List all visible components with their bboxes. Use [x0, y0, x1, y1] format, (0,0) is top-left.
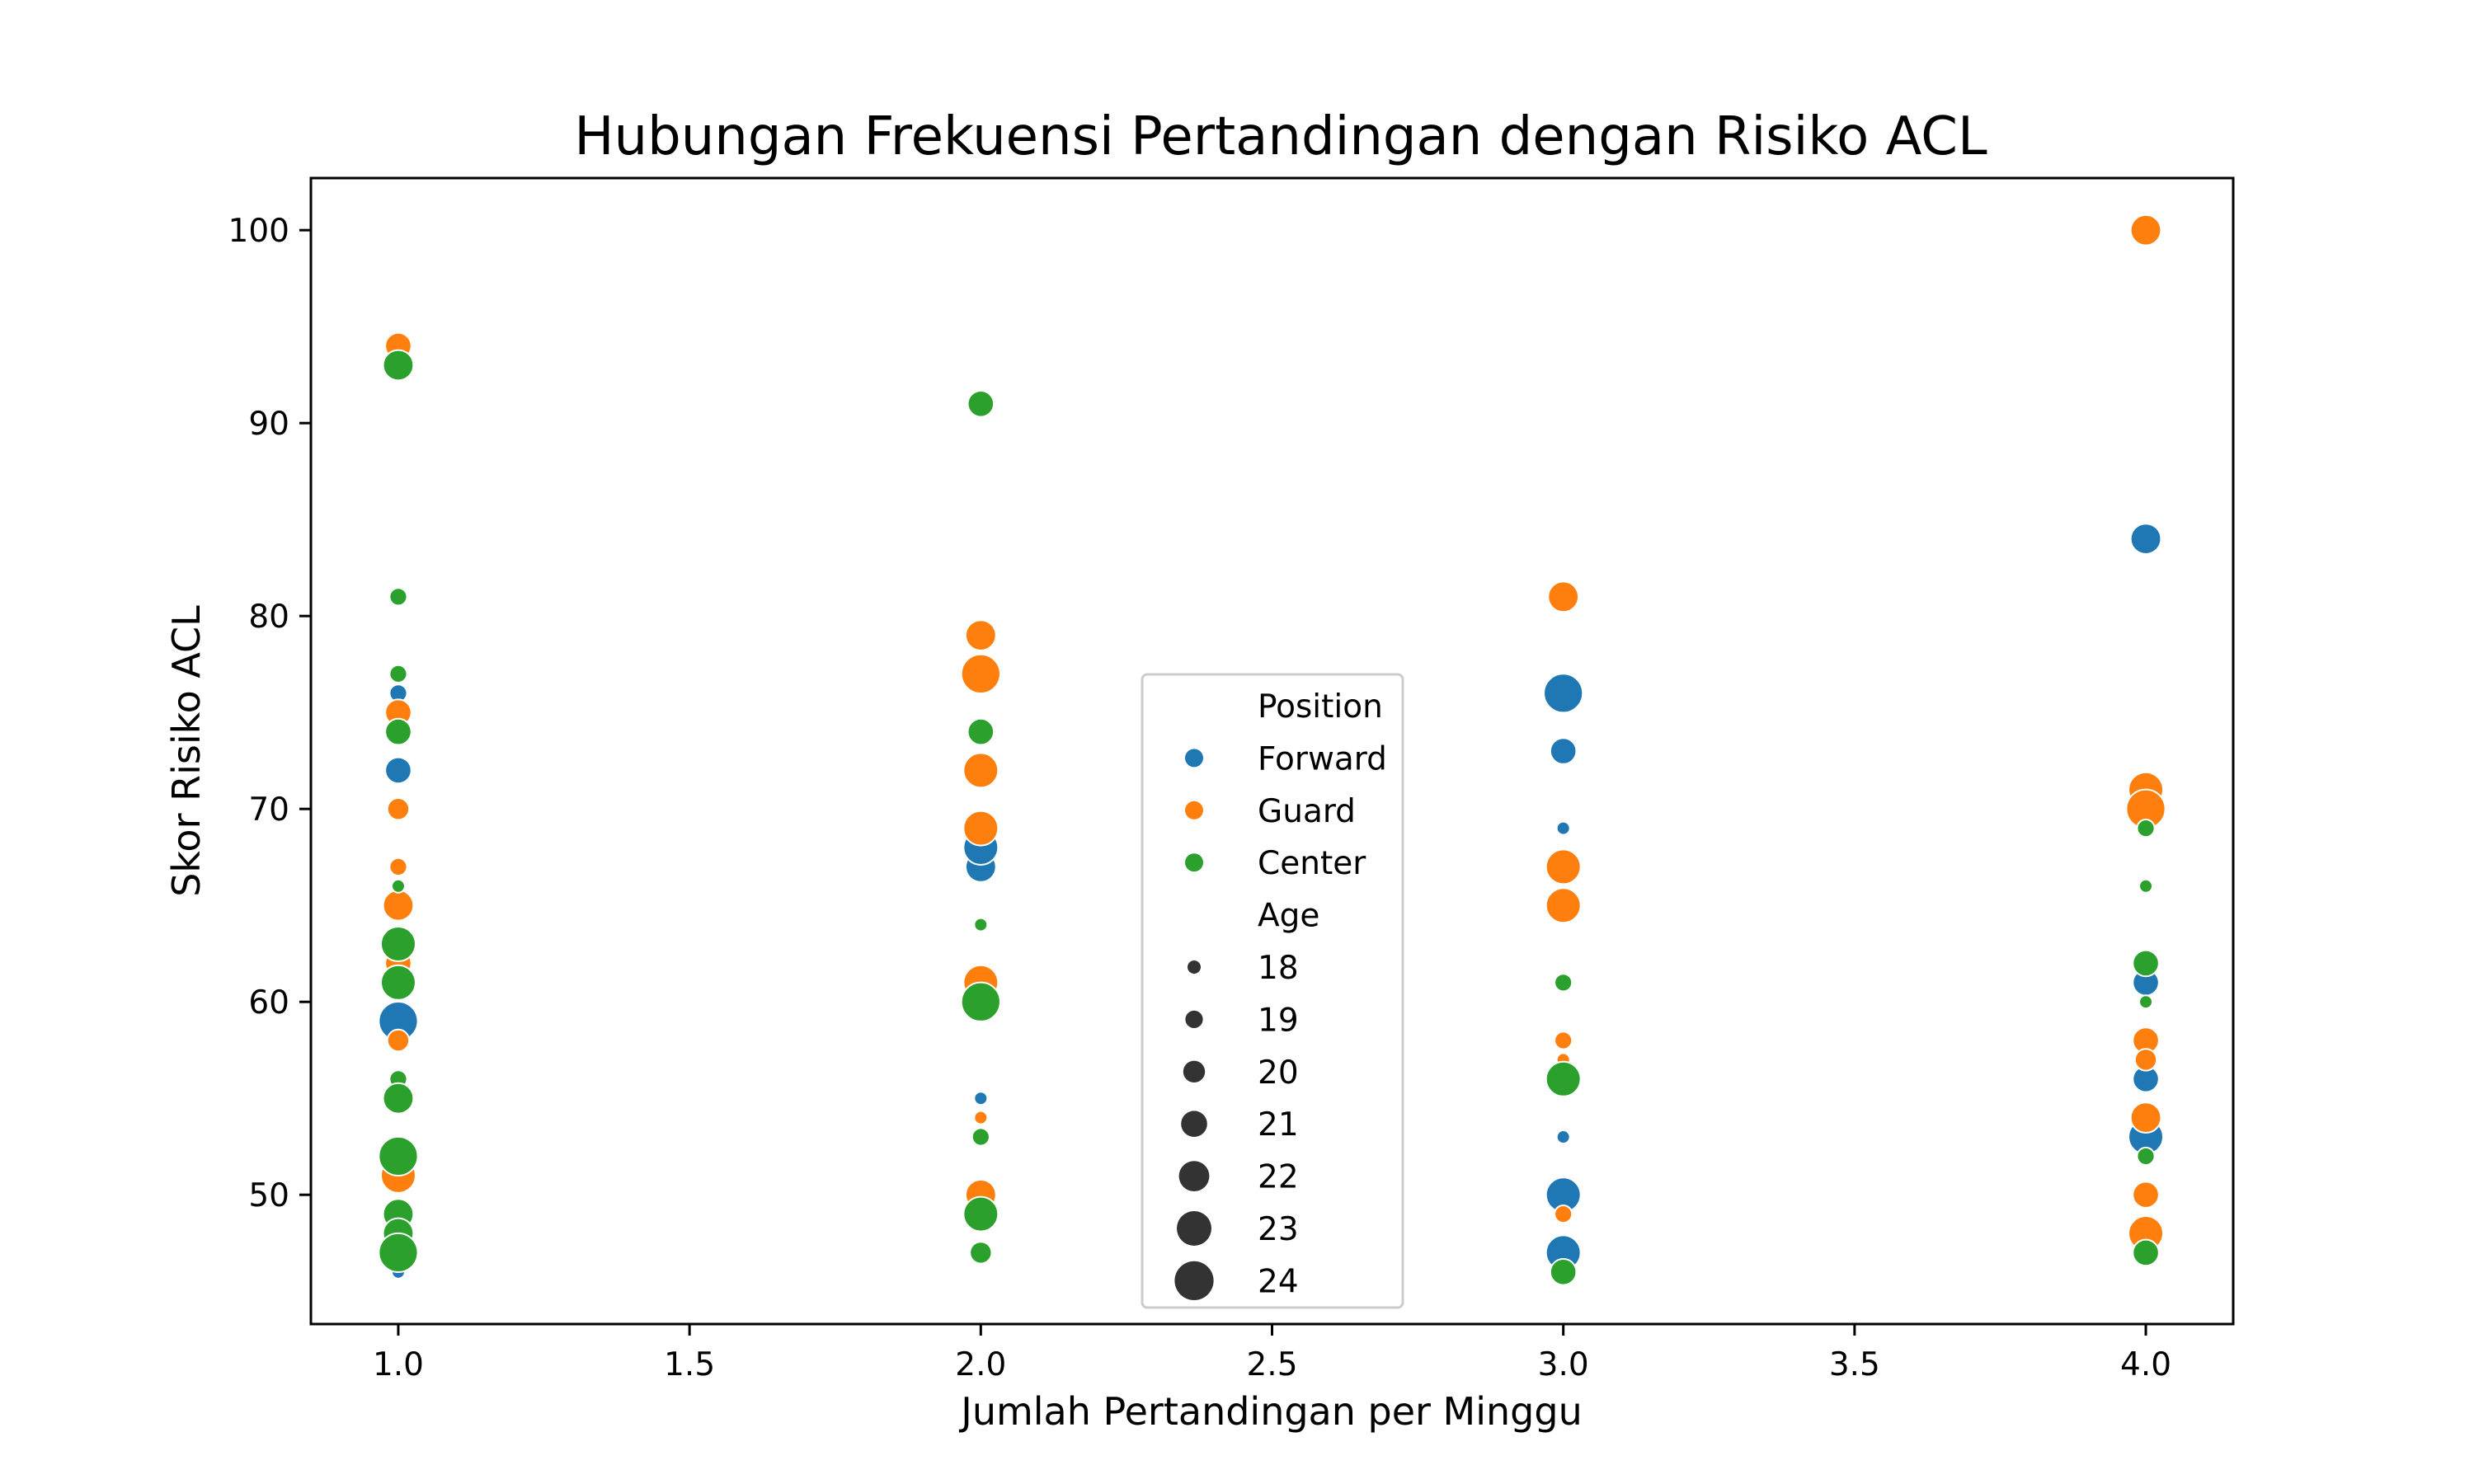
data-point-center — [2136, 1146, 2156, 1167]
data-point-forward — [973, 1091, 989, 1106]
x-axis-label: Jumlah Pertandingan per Minggu — [958, 1389, 1582, 1434]
y-tick-label: 70 — [248, 791, 289, 829]
y-tick-label: 90 — [248, 406, 289, 443]
data-point-guard — [960, 653, 1001, 694]
legend-label-forward: Forward — [1258, 740, 1387, 777]
data-point-center — [1554, 973, 1573, 993]
data-point-forward — [1555, 1129, 1571, 1145]
data-point-forward — [1549, 737, 1578, 765]
data-point-center — [2138, 994, 2154, 1010]
legend-size-marker — [1178, 1161, 1210, 1191]
legend-label-center: Center — [1258, 845, 1366, 882]
data-point-center — [969, 1241, 993, 1265]
data-point-forward — [2129, 523, 2162, 555]
data-point-center — [2138, 878, 2154, 894]
data-point-center — [967, 717, 995, 746]
data-point-center — [962, 1195, 999, 1233]
data-point-center — [1545, 1060, 1582, 1097]
legend-size-marker — [1181, 1111, 1207, 1137]
data-point-center — [967, 389, 995, 418]
legend-size-marker — [1185, 1010, 1203, 1028]
legend-size-label: 19 — [1258, 1002, 1299, 1039]
legend-size-label: 20 — [1258, 1054, 1299, 1092]
data-point-guard — [386, 1028, 411, 1053]
data-point-center — [378, 1232, 419, 1274]
data-point-center — [388, 587, 408, 607]
data-point-center — [960, 981, 1001, 1022]
data-point-center — [378, 1135, 419, 1177]
data-point-center — [382, 349, 415, 382]
legend: Position Forward Guard Center Age 18 19 20 21 22 2… — [1141, 673, 1404, 1309]
data-point-guard — [2132, 1181, 2160, 1209]
y-tick-label: 100 — [228, 213, 289, 250]
legend-size-label: 21 — [1258, 1106, 1299, 1144]
data-point-forward — [384, 756, 412, 785]
legend-box — [1141, 673, 1404, 1309]
data-point-guard — [1545, 848, 1582, 885]
legend-title-position: Position — [1258, 688, 1383, 726]
data-point-center — [388, 664, 408, 683]
plot-area — [378, 214, 2166, 1286]
data-point-guard — [2129, 1101, 2162, 1134]
legend-label-guard: Guard — [1258, 793, 1356, 830]
x-tick-label: 1.5 — [664, 1346, 715, 1383]
legend-size-label: 18 — [1258, 950, 1299, 987]
legend-size-marker — [1188, 960, 1201, 974]
y-axis-label: Skor Risiko ACL — [164, 605, 209, 897]
y-tick-label: 50 — [248, 1177, 289, 1214]
data-point-forward — [1555, 820, 1571, 836]
data-point-center — [382, 1082, 415, 1115]
y-tick-label: 60 — [248, 984, 289, 1021]
chart-title: Hubungan Frekuensi Pertandingan dengan R… — [574, 106, 1987, 167]
legend-size-label: 22 — [1258, 1159, 1299, 1196]
data-point-guard — [973, 1110, 989, 1125]
data-point-guard — [2133, 1048, 2158, 1072]
data-point-guard — [388, 857, 408, 877]
data-point-forward — [1543, 673, 1584, 714]
data-point-guard — [964, 619, 997, 651]
data-point-guard — [1545, 887, 1582, 924]
data-point-guard — [382, 889, 415, 922]
legend-size-label: 24 — [1258, 1263, 1299, 1300]
legend-size-marker — [1177, 1211, 1211, 1246]
legend-size-marker — [1183, 1060, 1206, 1083]
y-axis: 50 60 70 80 90 100 — [228, 213, 311, 1214]
x-tick-label: 3.5 — [1829, 1346, 1880, 1383]
data-point-center — [2132, 949, 2160, 978]
x-tick-label: 2.5 — [1246, 1346, 1297, 1383]
data-point-center — [2132, 1238, 2160, 1267]
x-tick-label: 4.0 — [2120, 1346, 2171, 1383]
x-tick-label: 1.0 — [373, 1346, 424, 1383]
data-point-center — [973, 917, 989, 932]
data-point-guard — [1547, 580, 1580, 613]
legend-title-age: Age — [1258, 898, 1319, 935]
legend-marker-guard — [1185, 801, 1203, 819]
data-point-guard — [1554, 1205, 1573, 1224]
data-point-center — [971, 1127, 990, 1147]
data-point-guard — [962, 810, 999, 847]
x-axis: 1.0 1.5 2.0 2.5 3.0 3.5 4.0 — [373, 1324, 2171, 1383]
data-point-guard — [1554, 1031, 1573, 1050]
legend-size-marker — [1174, 1261, 1214, 1300]
data-point-center — [390, 878, 406, 894]
data-point-guard — [386, 797, 411, 821]
data-point-center — [384, 717, 412, 746]
data-point-center — [379, 964, 416, 1001]
x-tick-label: 2.0 — [955, 1346, 1006, 1383]
data-point-center — [1549, 1258, 1578, 1286]
legend-marker-forward — [1185, 749, 1203, 768]
data-point-guard — [962, 752, 999, 789]
legend-marker-center — [1185, 853, 1203, 872]
legend-size-label: 23 — [1258, 1211, 1299, 1248]
x-tick-label: 3.0 — [1538, 1346, 1589, 1383]
y-tick-label: 80 — [248, 599, 289, 636]
data-point-center — [2136, 819, 2156, 838]
data-point-guard — [2129, 214, 2162, 247]
data-point-center — [379, 926, 416, 963]
